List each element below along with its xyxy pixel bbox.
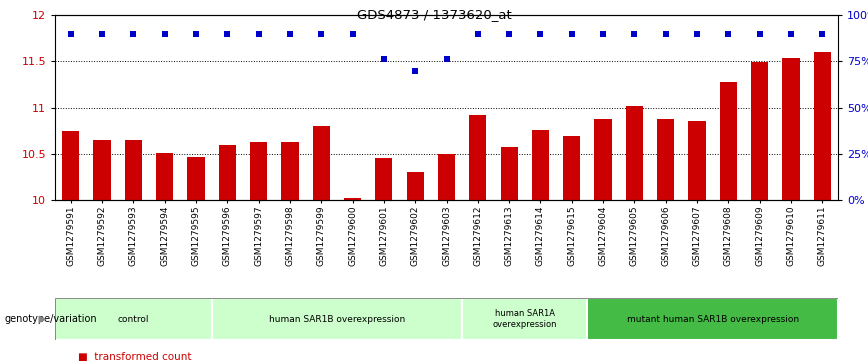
Bar — [813, 52, 831, 200]
Point — [815, 30, 829, 36]
Bar — [720, 82, 737, 200]
Point — [158, 30, 172, 36]
Bar — [532, 130, 549, 200]
Bar — [281, 142, 299, 200]
Bar — [156, 153, 174, 200]
Bar — [657, 119, 674, 200]
Bar — [470, 115, 486, 200]
Point — [220, 30, 234, 36]
Point — [659, 30, 673, 36]
Point — [721, 30, 735, 36]
Point — [690, 30, 704, 36]
Text: mutant human SAR1B overexpression: mutant human SAR1B overexpression — [627, 314, 799, 323]
Point — [345, 30, 359, 36]
Point — [252, 30, 266, 36]
Bar — [437, 154, 455, 200]
Point — [127, 30, 141, 36]
Point — [377, 57, 391, 62]
Bar — [751, 62, 768, 200]
Bar — [626, 106, 643, 200]
Bar — [62, 131, 79, 200]
Bar — [312, 126, 330, 200]
Point — [628, 30, 641, 36]
Point — [534, 30, 548, 36]
Text: ▶: ▶ — [39, 314, 46, 324]
Point — [95, 30, 108, 36]
Point — [189, 30, 203, 36]
Bar — [375, 158, 392, 200]
Bar — [219, 144, 236, 200]
Text: control: control — [117, 314, 149, 323]
Point — [565, 30, 579, 36]
Bar — [588, 298, 838, 340]
Bar — [94, 140, 110, 200]
Point — [503, 30, 516, 36]
Point — [63, 30, 77, 36]
Bar — [55, 298, 212, 340]
Text: genotype/variation: genotype/variation — [4, 314, 97, 324]
Bar — [462, 298, 588, 340]
Point — [408, 68, 422, 73]
Bar — [125, 140, 141, 200]
Text: human SAR1B overexpression: human SAR1B overexpression — [269, 314, 405, 323]
Point — [470, 30, 484, 36]
Bar — [563, 136, 581, 200]
Bar — [688, 121, 706, 200]
Point — [314, 30, 328, 36]
Point — [596, 30, 610, 36]
Text: GDS4873 / 1373620_at: GDS4873 / 1373620_at — [357, 8, 511, 21]
Bar — [595, 119, 612, 200]
Text: ■  transformed count: ■ transformed count — [78, 352, 192, 362]
Bar — [212, 298, 462, 340]
Text: human SAR1A
overexpression: human SAR1A overexpression — [492, 309, 557, 329]
Point — [439, 57, 453, 62]
Bar — [344, 198, 361, 200]
Bar — [187, 156, 205, 200]
Bar — [250, 142, 267, 200]
Point — [753, 30, 766, 36]
Bar — [406, 172, 424, 200]
Bar — [501, 147, 517, 200]
Point — [283, 30, 297, 36]
Point — [784, 30, 798, 36]
Bar — [782, 58, 799, 200]
